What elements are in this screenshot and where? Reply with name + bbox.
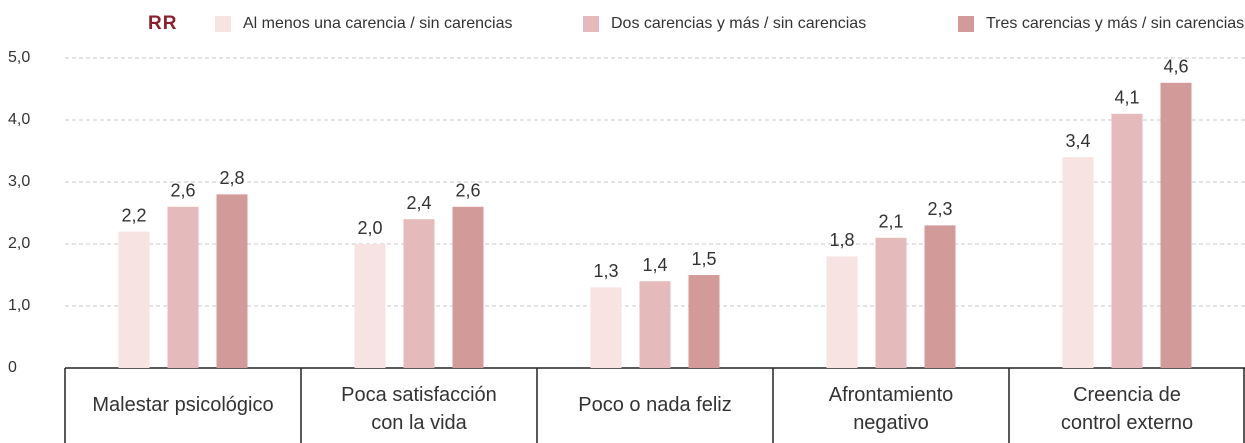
value-label: 2,4 <box>406 193 431 213</box>
x-tick-label: Malestar psicológico <box>92 394 273 416</box>
x-tick-label: Poco o nada feliz <box>578 394 731 416</box>
value-label: 2,6 <box>455 181 480 201</box>
x-tick-label-line: control externo <box>1061 412 1193 434</box>
value-label: 2,1 <box>878 212 903 232</box>
value-label: 4,1 <box>1114 88 1139 108</box>
bar <box>1062 157 1094 368</box>
bar <box>826 256 858 368</box>
value-label: 2,3 <box>927 199 952 219</box>
y-tick-label: 0 <box>8 359 17 376</box>
legend-label: Al menos una carencia / sin carencias <box>243 15 512 32</box>
value-label: 1,4 <box>642 255 667 275</box>
x-tick-label-line: Poca satisfacción <box>341 384 497 406</box>
bar <box>688 275 720 368</box>
legend-title: RR <box>148 13 177 34</box>
value-label: 2,6 <box>170 181 195 201</box>
bar <box>590 287 622 368</box>
y-tick-label: 4,0 <box>8 111 30 128</box>
bar <box>1160 82 1192 369</box>
y-tick-label: 1,0 <box>8 297 30 314</box>
x-tick-label-line: Creencia de <box>1073 384 1181 406</box>
value-label: 2,8 <box>219 168 244 188</box>
x-tick-label: Afrontamiento negativo <box>829 384 954 434</box>
y-tick-label: 5,0 <box>8 49 30 66</box>
bar <box>924 225 956 368</box>
x-tick-label-line: Poco o nada feliz <box>578 394 731 416</box>
legend-label: Tres carencias y más / sin carencias <box>986 15 1244 32</box>
value-label: 1,8 <box>829 230 854 250</box>
x-tick-label-line: Malestar psicológico <box>92 394 273 416</box>
bar <box>167 206 199 368</box>
bar <box>118 231 150 368</box>
bar <box>1111 113 1143 368</box>
value-label: 2,0 <box>357 218 382 238</box>
bar <box>403 219 435 368</box>
value-label: 1,5 <box>691 249 716 269</box>
legend-swatch <box>583 16 599 32</box>
value-label: 3,4 <box>1065 131 1090 151</box>
bar <box>216 194 248 368</box>
bar <box>452 206 484 368</box>
y-tick-label: 2,0 <box>8 235 30 252</box>
x-tick-label: Poca satisfacción con la vida <box>341 384 497 434</box>
bar <box>875 237 907 368</box>
x-tick-label-line: negativo <box>853 412 929 434</box>
bar <box>354 244 386 368</box>
legend-swatch <box>215 16 231 32</box>
bar <box>639 281 671 368</box>
x-tick-label: Creencia de control externo <box>1061 384 1193 434</box>
x-tick-label-line: Afrontamiento <box>829 384 954 406</box>
value-label: 2,2 <box>121 205 146 225</box>
y-tick-label: 3,0 <box>8 173 30 190</box>
x-tick-label-line: con la vida <box>371 412 467 434</box>
value-label: 1,3 <box>593 261 618 281</box>
value-label: 4,6 <box>1163 57 1188 77</box>
legend-swatch <box>958 16 974 32</box>
legend-label: Dos carencias y más / sin carencias <box>611 15 866 32</box>
